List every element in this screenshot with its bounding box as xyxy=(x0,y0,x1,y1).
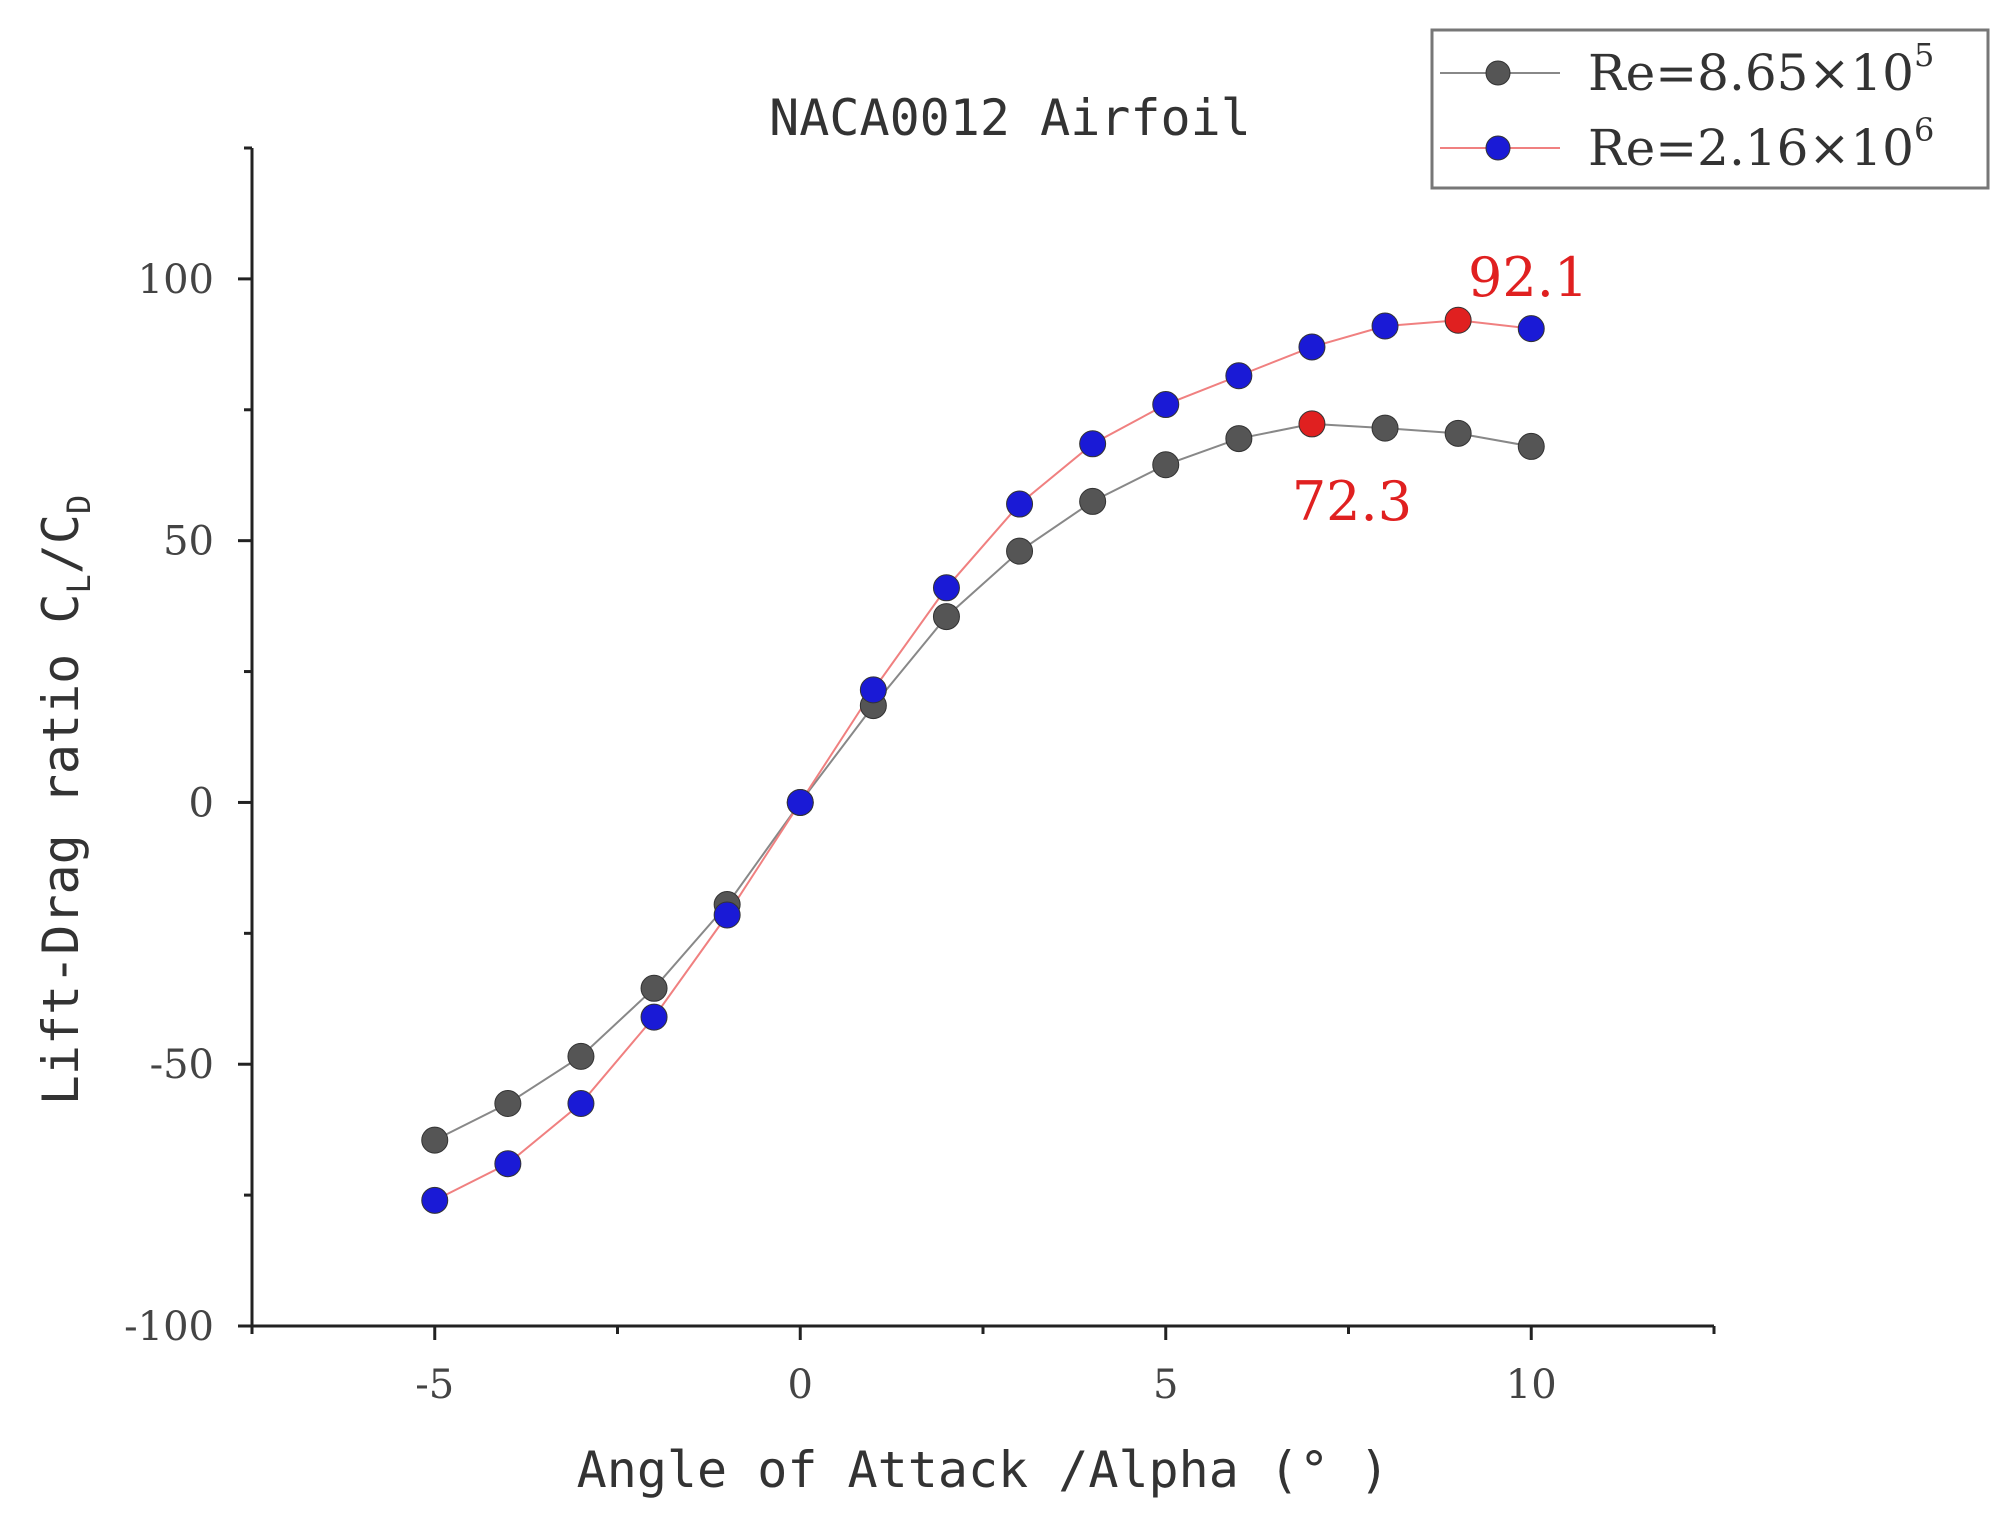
y-tick-label: 0 xyxy=(189,780,214,826)
y-tick-label: -100 xyxy=(124,1304,214,1350)
data-point-series-0 xyxy=(567,1042,595,1070)
annotations: 72.3 92.1 xyxy=(1292,246,1588,533)
data-point-series-1 xyxy=(640,1003,668,1031)
data-point-series-1 xyxy=(1371,312,1399,340)
legend-label-1-exp: 6 xyxy=(1914,111,1934,149)
legend-label-0-exp: 5 xyxy=(1914,36,1934,74)
chart-title: NACA0012 Airfoil xyxy=(769,89,1251,147)
data-point-series-0 xyxy=(1079,487,1107,515)
annotation-label: 92.1 xyxy=(1468,246,1588,309)
data-point-series-0 xyxy=(1517,432,1545,460)
y-axis-title-sub-d: D xyxy=(60,495,98,514)
data-point-series-0 xyxy=(1444,419,1472,447)
x-tick-label: 5 xyxy=(1153,1362,1178,1408)
data-point-series-1 xyxy=(1517,315,1545,343)
data-point-series-0 xyxy=(1371,414,1399,442)
legend-label-series-1: Re=2.16×106 xyxy=(1588,111,1934,177)
data-point-series-1 xyxy=(421,1186,449,1214)
data-point-series-1 xyxy=(932,574,960,602)
legend-box xyxy=(1430,28,1990,190)
data-point-series-0 xyxy=(1298,410,1326,438)
data-point-series-1 xyxy=(1225,362,1253,390)
data-point-series-1 xyxy=(786,788,814,816)
data-point-series-1 xyxy=(713,901,741,929)
annotation-label: 72.3 xyxy=(1292,470,1412,533)
data-point-series-0 xyxy=(640,974,668,1002)
data-point-series-0 xyxy=(1006,537,1034,565)
y-ticks: -100 -50 0 50 100 xyxy=(124,146,252,1350)
y-tick-label: 100 xyxy=(138,257,214,303)
legend-label-series-0: Re=8.65×105 xyxy=(1588,36,1934,102)
data-point-series-0 xyxy=(494,1089,522,1117)
data-point-series-0 xyxy=(932,603,960,631)
legend-label-1-base: Re=2.16×10 xyxy=(1588,119,1914,177)
x-tick-label: 0 xyxy=(788,1362,813,1408)
legend-label-0-base: Re=8.65×10 xyxy=(1588,44,1914,102)
data-point-series-1 xyxy=(494,1150,522,1178)
data-point-series-1 xyxy=(1079,430,1107,458)
data-point-series-0 xyxy=(1225,425,1253,453)
series-line-0 xyxy=(434,422,1532,1142)
y-axis-title-main: Lift-Drag ratio C xyxy=(32,594,90,1106)
data-point-series-0 xyxy=(421,1126,449,1154)
legend-marker-series-1 xyxy=(1485,135,1511,161)
x-tick-label: -5 xyxy=(415,1362,454,1408)
y-axis-title-sub-l: L xyxy=(60,574,98,593)
series-layer xyxy=(421,306,1545,1214)
y-axis-title: Lift-Drag ratio CL/CD xyxy=(32,495,98,1106)
y-axis-title-slash: /C xyxy=(32,514,90,574)
x-ticks: -5 0 5 10 xyxy=(250,1326,1716,1408)
x-tick-label: 10 xyxy=(1506,1362,1557,1408)
data-point-series-1 xyxy=(1444,306,1472,334)
y-tick-label: 50 xyxy=(163,519,214,565)
data-point-series-1 xyxy=(567,1089,595,1117)
y-tick-label: -50 xyxy=(150,1042,214,1088)
data-point-series-1 xyxy=(1298,333,1326,361)
data-point-series-1 xyxy=(1152,391,1180,419)
legend: Re=8.65×105 Re=2.16×106 xyxy=(1430,28,1990,190)
data-point-series-1 xyxy=(1006,490,1034,518)
x-axis-title: Angle of Attack /Alpha (° ) xyxy=(577,1441,1390,1499)
series-line-1 xyxy=(434,319,1532,1202)
data-point-series-1 xyxy=(859,676,887,704)
data-point-series-0 xyxy=(1152,451,1180,479)
legend-marker-series-0 xyxy=(1485,60,1511,86)
